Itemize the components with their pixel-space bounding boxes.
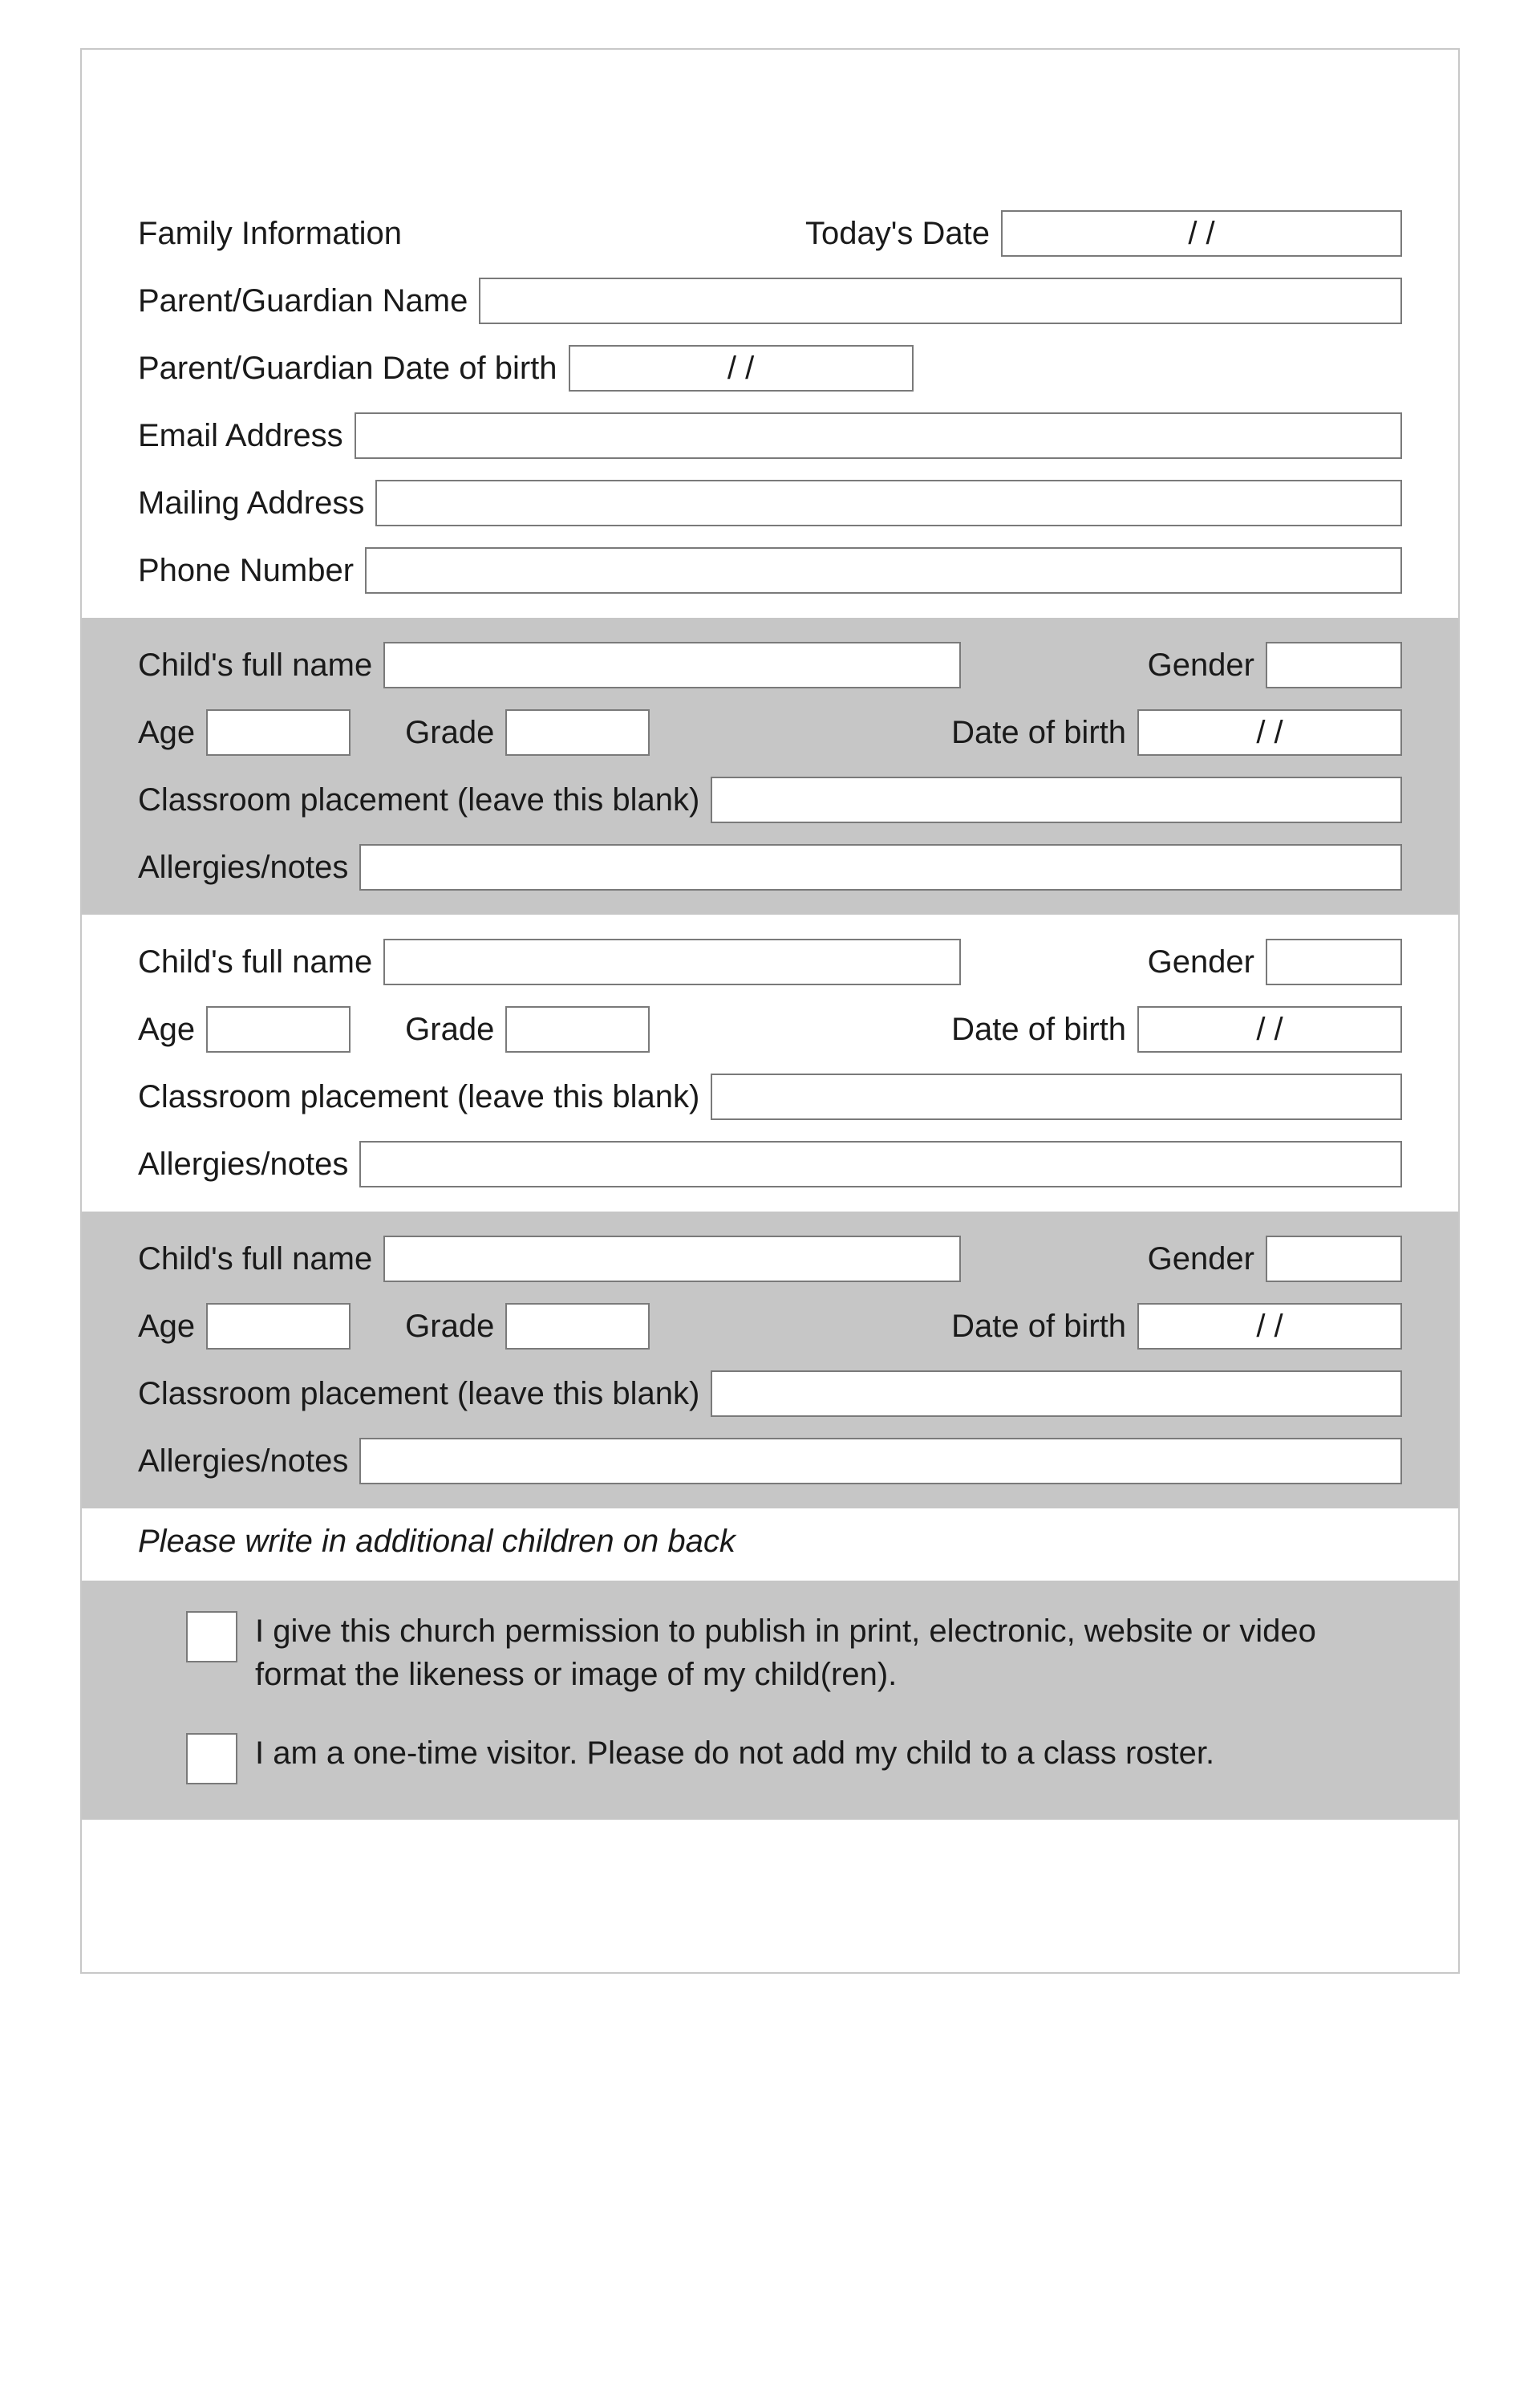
child-classroom-label: Classroom placement (leave this blank) — [138, 1374, 699, 1414]
child-age-label: Age — [138, 1009, 195, 1049]
child-grade-label: Grade — [405, 1009, 494, 1049]
todays-date-input[interactable]: / / — [1001, 210, 1402, 257]
top-spacer — [82, 50, 1458, 186]
consent-visitor-checkbox[interactable] — [186, 1733, 237, 1784]
child-name-label: Child's full name — [138, 942, 372, 982]
child-dob-input[interactable]: / / — [1137, 1006, 1402, 1053]
additional-children-note: Please write in additional children on b… — [82, 1508, 1458, 1581]
child-section-1: Child's full name Gender Age Grade Date … — [82, 618, 1458, 915]
child-age-input[interactable] — [206, 709, 351, 756]
child-age-label: Age — [138, 712, 195, 753]
family-info-heading: Family Information — [138, 213, 402, 254]
child-allergies-input[interactable] — [359, 1141, 1402, 1187]
child-grade-input[interactable] — [505, 1006, 650, 1053]
phone-label: Phone Number — [138, 550, 354, 591]
child-allergies-label: Allergies/notes — [138, 847, 348, 887]
consent-visitor-row: I am a one-time visitor. Please do not a… — [186, 1731, 1402, 1784]
child-gender-label: Gender — [1148, 1239, 1254, 1279]
child-age-input[interactable] — [206, 1303, 351, 1350]
child-name-input[interactable] — [383, 642, 961, 688]
child-grade-label: Grade — [405, 712, 494, 753]
mailing-input[interactable] — [375, 480, 1402, 526]
child-classroom-input[interactable] — [711, 1370, 1402, 1417]
consent-publish-text: I give this church permission to publish… — [255, 1609, 1402, 1696]
parent-name-label: Parent/Guardian Name — [138, 281, 468, 321]
child-name-input[interactable] — [383, 1236, 961, 1282]
consent-publish-checkbox[interactable] — [186, 1611, 237, 1662]
child-allergies-input[interactable] — [359, 1438, 1402, 1484]
todays-date-label: Today's Date — [805, 213, 990, 254]
parent-dob-input[interactable]: / / — [569, 345, 914, 392]
mailing-label: Mailing Address — [138, 483, 364, 523]
child-allergies-input[interactable] — [359, 844, 1402, 891]
child-allergies-label: Allergies/notes — [138, 1144, 348, 1184]
child-section-3: Child's full name Gender Age Grade Date … — [82, 1212, 1458, 1508]
child-grade-label: Grade — [405, 1306, 494, 1346]
email-label: Email Address — [138, 416, 343, 456]
consent-visitor-text: I am a one-time visitor. Please do not a… — [255, 1731, 1214, 1775]
child-age-label: Age — [138, 1306, 195, 1346]
child-name-label: Child's full name — [138, 1239, 372, 1279]
child-classroom-label: Classroom placement (leave this blank) — [138, 780, 699, 820]
consent-section: I give this church permission to publish… — [82, 1581, 1458, 1820]
child-classroom-label: Classroom placement (leave this blank) — [138, 1077, 699, 1117]
child-gender-input[interactable] — [1266, 1236, 1402, 1282]
email-input[interactable] — [355, 412, 1402, 459]
child-allergies-label: Allergies/notes — [138, 1441, 348, 1481]
child-section-2: Child's full name Gender Age Grade Date … — [82, 915, 1458, 1212]
child-gender-label: Gender — [1148, 645, 1254, 685]
child-classroom-input[interactable] — [711, 1074, 1402, 1120]
child-dob-label: Date of birth — [951, 1306, 1126, 1346]
child-name-label: Child's full name — [138, 645, 372, 685]
child-name-input[interactable] — [383, 939, 961, 985]
child-grade-input[interactable] — [505, 709, 650, 756]
parent-name-input[interactable] — [479, 278, 1402, 324]
child-dob-label: Date of birth — [951, 1009, 1126, 1049]
child-gender-input[interactable] — [1266, 939, 1402, 985]
bottom-spacer — [82, 1820, 1458, 1972]
child-gender-label: Gender — [1148, 942, 1254, 982]
child-gender-input[interactable] — [1266, 642, 1402, 688]
registration-form: Family Information Today's Date / / Pare… — [80, 48, 1460, 1974]
child-age-input[interactable] — [206, 1006, 351, 1053]
child-dob-label: Date of birth — [951, 712, 1126, 753]
phone-input[interactable] — [365, 547, 1402, 594]
child-classroom-input[interactable] — [711, 777, 1402, 823]
child-dob-input[interactable]: / / — [1137, 1303, 1402, 1350]
child-grade-input[interactable] — [505, 1303, 650, 1350]
child-dob-input[interactable]: / / — [1137, 709, 1402, 756]
parent-dob-label: Parent/Guardian Date of birth — [138, 348, 557, 388]
page: Family Information Today's Date / / Pare… — [0, 0, 1540, 2054]
consent-publish-row: I give this church permission to publish… — [186, 1609, 1402, 1696]
family-info-section: Family Information Today's Date / / Pare… — [82, 186, 1458, 618]
